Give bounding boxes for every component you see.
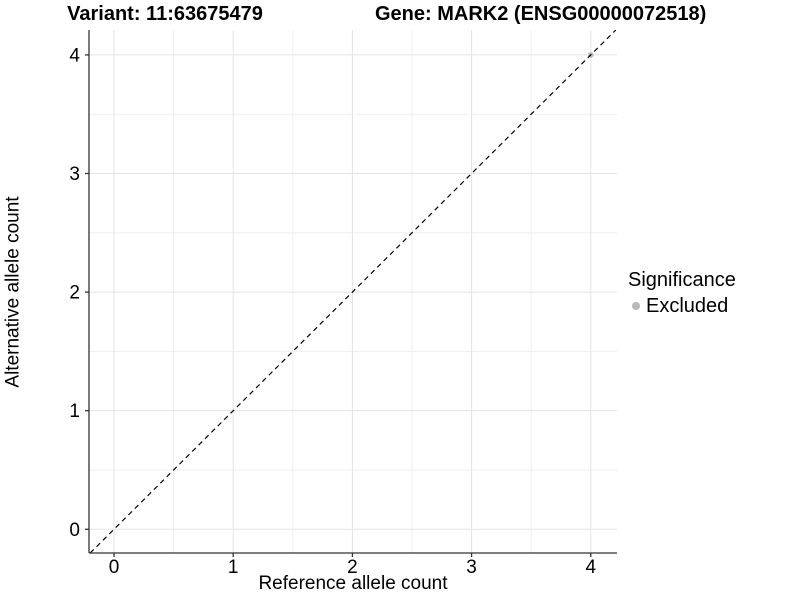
y-tick-label: 2 <box>69 283 80 304</box>
legend-item-label: Excluded <box>646 295 729 317</box>
x-tick-label: 3 <box>466 557 477 578</box>
x-axis-title: Reference allele count <box>258 573 448 594</box>
x-tick-label: 2 <box>347 557 358 578</box>
x-tick-label: 1 <box>228 557 239 578</box>
x-tick-label: 0 <box>109 557 120 578</box>
identity-line <box>89 29 617 554</box>
y-tick-label: 1 <box>69 401 80 422</box>
x-tick-label: 4 <box>585 557 596 578</box>
legend-title: Significance <box>628 269 736 291</box>
legend: Significance Excluded <box>628 269 736 317</box>
plot-title-gene: Gene: MARK2 (ENSG00000072518) <box>375 3 707 25</box>
legend-point-icon <box>632 302 640 310</box>
y-tick-label: 3 <box>69 164 80 185</box>
y-tick-label: 0 <box>69 520 80 541</box>
y-axis-title: Alternative allele count <box>3 195 25 388</box>
plot-title-variant: Variant: 11:63675479 <box>67 3 263 25</box>
legend-item-excluded: Excluded <box>628 295 736 317</box>
y-tick-label: 4 <box>69 45 80 66</box>
